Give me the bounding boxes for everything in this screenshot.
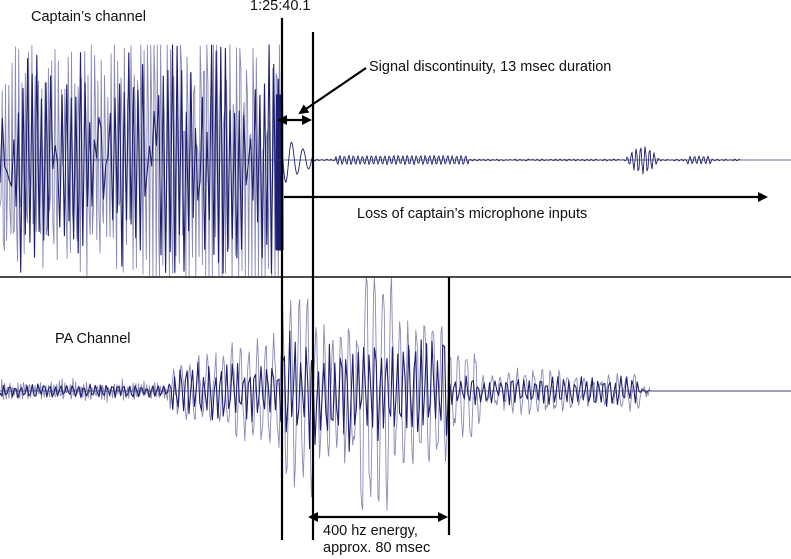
timestamp-label: 1:25:40.1 <box>250 0 311 14</box>
captain-channel-label: Captain’s channel <box>31 9 147 25</box>
pa-channel-waveform <box>0 277 791 511</box>
discontinuity-annotation: Signal discontinuity, 13 msec duration <box>369 59 612 75</box>
pa-channel-label: PA Channel <box>55 331 131 347</box>
discontinuity-pointer-arrow <box>298 67 367 115</box>
captain-channel-waveform <box>0 44 740 277</box>
energy-annotation-line2: approx. 80 msec <box>323 540 431 556</box>
energy-annotation-line1: 400 hz energy, <box>323 523 418 539</box>
mic-loss-annotation: Loss of captain’s microphone inputs <box>357 206 588 222</box>
